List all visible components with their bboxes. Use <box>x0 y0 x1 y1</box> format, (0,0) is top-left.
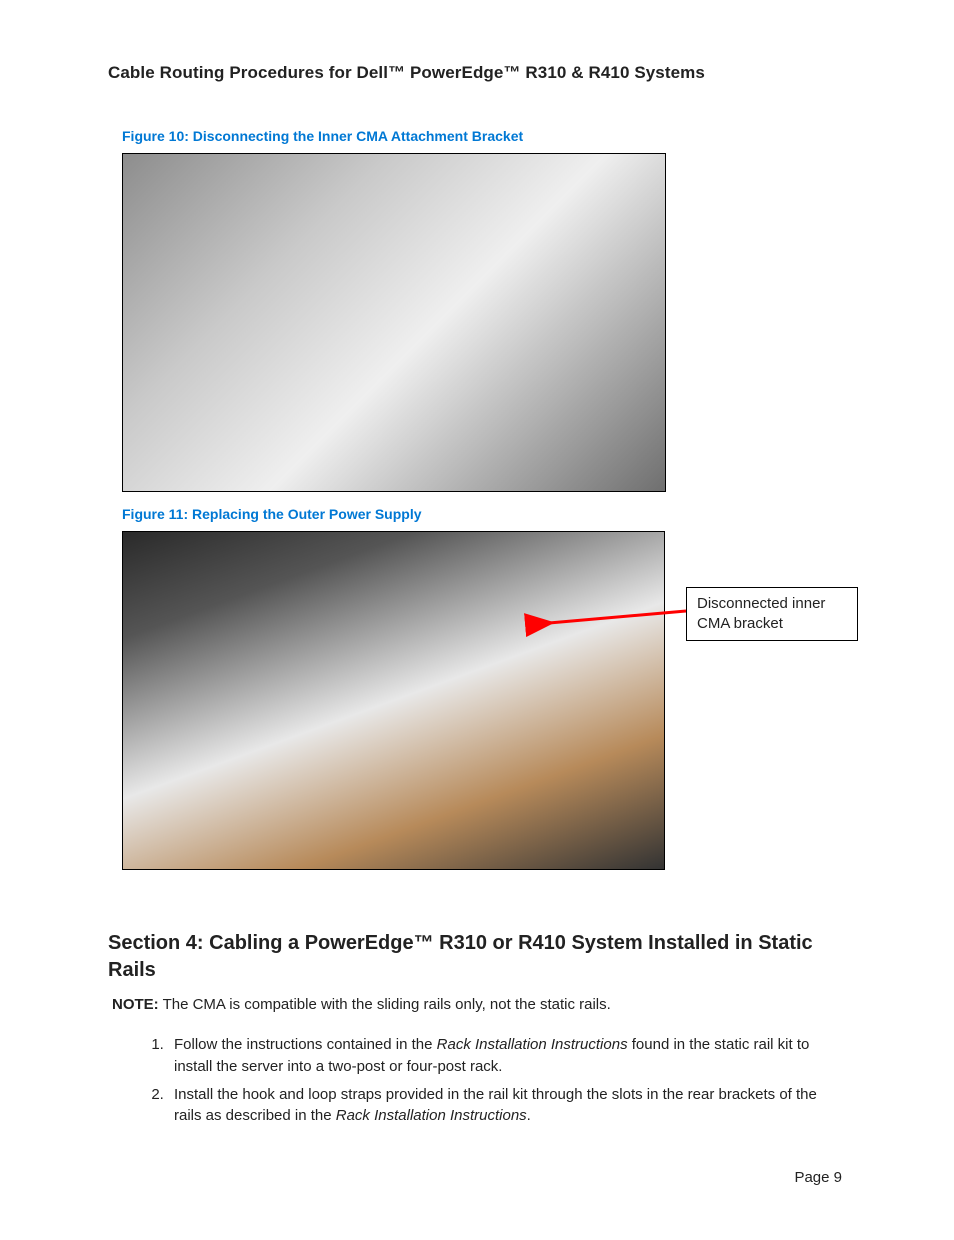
section4-note: NOTE: The CMA is compatible with the sli… <box>112 994 846 1017</box>
list-item: Install the hook and loop straps provide… <box>168 1084 846 1128</box>
note-label: NOTE: <box>112 996 159 1013</box>
figure11-caption: Figure 11: Replacing the Outer Power Sup… <box>122 504 846 525</box>
figure10-image <box>122 153 666 492</box>
step-text-em: Rack Installation Instructions <box>437 1036 628 1053</box>
callout-box: Disconnected inner CMA bracket <box>686 587 858 642</box>
page-number: Page 9 <box>108 1167 846 1190</box>
step-text-em: Rack Installation Instructions <box>336 1107 527 1124</box>
figure11-image <box>122 531 665 870</box>
note-body: The CMA is compatible with the sliding r… <box>159 996 611 1013</box>
list-item: Follow the instructions contained in the… <box>168 1034 846 1078</box>
figure10-caption: Figure 10: Disconnecting the Inner CMA A… <box>122 126 846 147</box>
section4-heading: Section 4: Cabling a PowerEdge™ R310 or … <box>108 930 846 984</box>
step-text-post: . <box>527 1107 531 1124</box>
section4-steps: Follow the instructions contained in the… <box>108 1034 846 1127</box>
figure10-row <box>108 153 846 492</box>
step-text-pre: Follow the instructions contained in the <box>174 1036 437 1053</box>
document-title: Cable Routing Procedures for Dell™ Power… <box>108 60 846 86</box>
figure11-row: Disconnected inner CMA bracket <box>108 531 846 870</box>
